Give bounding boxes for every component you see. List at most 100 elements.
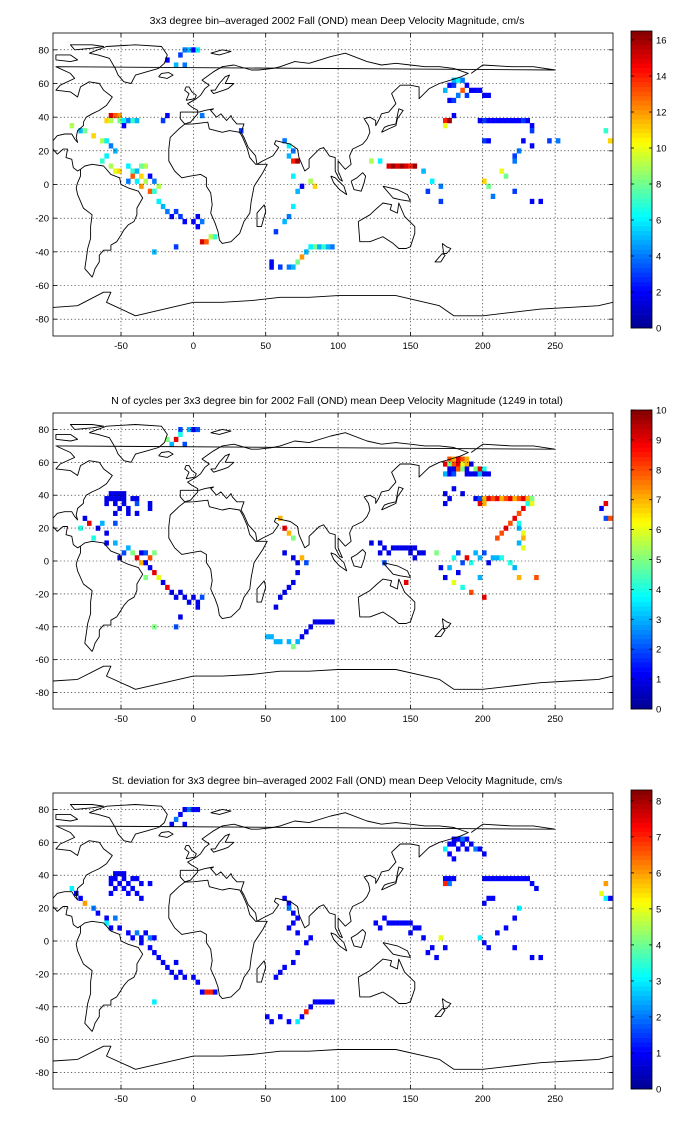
colorbar-segment [631, 545, 652, 551]
data-cell [165, 964, 170, 970]
data-cell [178, 431, 183, 438]
data-cell [495, 118, 500, 124]
data-cell [603, 880, 609, 887]
colorbar-segment [631, 582, 652, 588]
data-cell [442, 471, 448, 477]
data-cell [473, 87, 478, 93]
data-cell [473, 466, 478, 472]
data-cell [456, 461, 461, 467]
data-cell [295, 188, 300, 194]
data-cell [412, 163, 418, 169]
coastline-path [179, 432, 469, 559]
data-cell [78, 525, 83, 531]
data-cell [399, 163, 405, 169]
data-cell [325, 999, 331, 1005]
coastline-path [184, 86, 197, 101]
data-cell [516, 574, 522, 581]
data-cell [269, 264, 274, 270]
colorbar-segment [631, 512, 652, 518]
data-cell [369, 158, 374, 164]
data-cell [521, 505, 526, 512]
data-cell [286, 153, 292, 159]
colorbar-tick-label: 1 [656, 675, 661, 686]
colorbar-segment [631, 522, 652, 528]
data-cell [447, 876, 452, 882]
data-cell [95, 525, 101, 531]
data-cell [117, 871, 122, 877]
colorbar-segment [631, 850, 652, 856]
colorbar-segment [631, 314, 652, 320]
data-cell [121, 871, 127, 877]
data-cell [482, 466, 487, 472]
y-tick-label: -20 [35, 214, 49, 225]
data-cell [447, 118, 452, 124]
data-cell [469, 560, 474, 566]
data-cell [204, 989, 209, 995]
colorbar-tick-label: 2 [656, 1012, 661, 1023]
colorbar-segment [631, 230, 652, 236]
data-cell [87, 520, 92, 526]
coastline-path [357, 578, 416, 624]
colorbar-segment [631, 267, 652, 273]
colorbar-segment [631, 916, 652, 922]
data-cell [160, 959, 166, 966]
data-cell [460, 87, 465, 93]
data-cell [295, 915, 300, 921]
data-cell [447, 82, 452, 88]
map-plot-area [53, 33, 613, 336]
data-cell [286, 584, 292, 590]
colorbar-segment [631, 629, 652, 635]
data-cell [126, 930, 131, 936]
colorbar-segment [631, 202, 652, 208]
data-cell [512, 188, 517, 194]
colorbar: 0 1 2 3 4 5 6 7 8 9 10 [630, 406, 667, 716]
colorbar-segment [631, 531, 652, 537]
data-cell [91, 133, 96, 139]
data-cell [113, 876, 118, 882]
colorbar-segment [631, 920, 652, 926]
data-cell [529, 198, 535, 205]
panel-title: St. deviation for 3x3 degree bin–average… [112, 775, 563, 787]
data-cell [486, 118, 491, 124]
data-cell [143, 930, 148, 936]
data-cell [108, 143, 114, 149]
data-cell [482, 138, 487, 144]
data-cell [291, 920, 296, 926]
colorbar-segment [631, 662, 652, 668]
data-cell [477, 496, 483, 502]
data-cell [165, 57, 170, 63]
colorbar-segment [631, 536, 652, 542]
data-cell [312, 183, 318, 189]
data-cell [126, 545, 131, 551]
colorbar-segment [631, 892, 652, 898]
data-cell [82, 900, 88, 906]
data-cell [525, 876, 530, 882]
y-tick-label: 0 [44, 557, 49, 568]
data-cell [78, 128, 83, 134]
coastline-path [330, 175, 348, 196]
data-cell [286, 264, 292, 270]
colorbar-segment [631, 128, 652, 134]
data-cell [486, 945, 491, 951]
y-tick-label: -80 [35, 688, 49, 699]
data-cell [147, 555, 153, 561]
data-cell [456, 846, 461, 852]
colorbar-segment [631, 836, 652, 842]
data-cell [477, 935, 483, 941]
data-cell [126, 890, 131, 896]
data-cell [460, 461, 465, 467]
data-cell [529, 954, 535, 961]
data-cell [130, 885, 135, 892]
data-cell [117, 112, 122, 119]
x-tick-label: 50 [260, 1094, 271, 1105]
data-cell [143, 574, 148, 581]
colorbar-segment [631, 517, 652, 523]
data-cell [173, 244, 179, 250]
coastline-path [381, 108, 404, 133]
colorbar-segment [631, 1060, 652, 1066]
data-cell [403, 163, 409, 169]
data-cell [126, 505, 131, 512]
data-cell [152, 950, 157, 956]
colorbar-segment [631, 526, 652, 532]
colorbar-segment [631, 470, 652, 476]
